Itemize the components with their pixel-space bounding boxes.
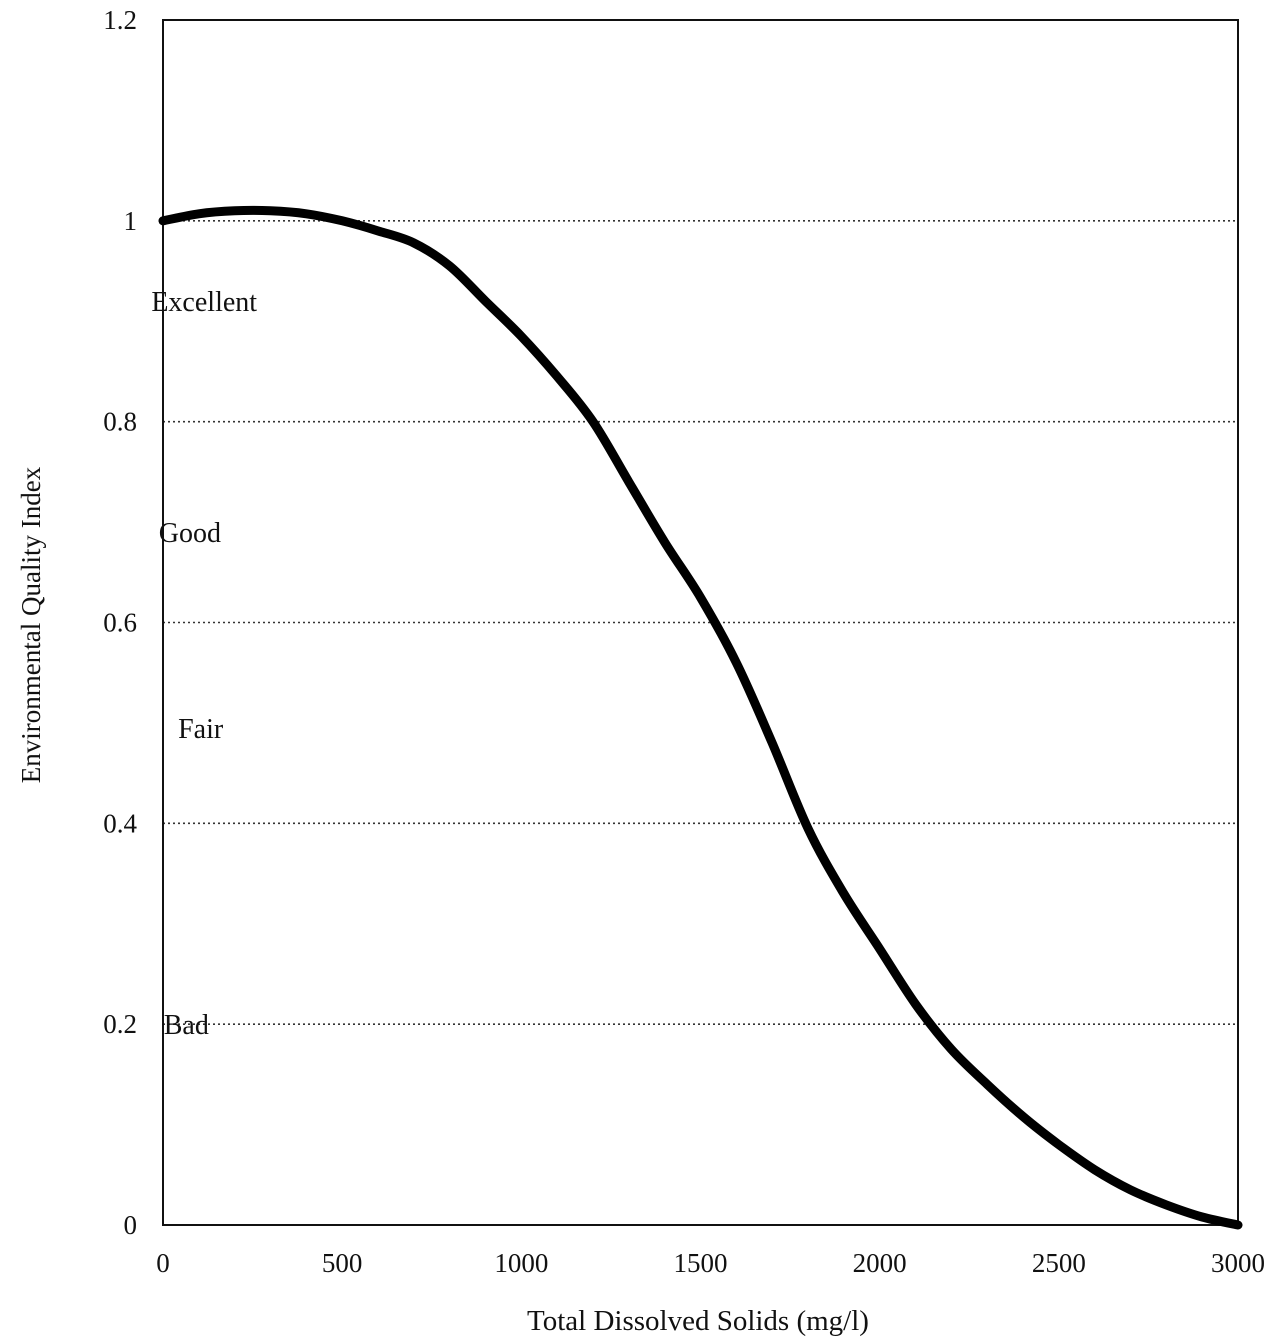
y-tick-labels: 0 0.2 0.4 0.6 0.8 1 1.2 xyxy=(103,5,137,1240)
annotations: Excellent Good Fair Bad xyxy=(151,287,257,1041)
annotation-fair: Fair xyxy=(178,714,224,745)
annotation-excellent: Excellent xyxy=(151,287,257,318)
x-tick-label: 500 xyxy=(322,1248,363,1278)
y-tick-label: 0.8 xyxy=(103,407,137,437)
annotation-bad: Bad xyxy=(164,1010,209,1041)
annotation-good: Good xyxy=(159,518,221,549)
plot-frame xyxy=(162,19,1239,1226)
x-tick-labels: 0 500 1000 1500 2000 2500 3000 xyxy=(156,1248,1265,1278)
y-tick-label: 0.2 xyxy=(103,1009,137,1039)
y-tick-label: 1 xyxy=(124,206,138,236)
x-tick-label: 1500 xyxy=(674,1248,728,1278)
x-tick-label: 3000 xyxy=(1211,1248,1265,1278)
gridlines xyxy=(163,220,1238,1025)
series-line-0 xyxy=(158,205,1243,1230)
x-tick-label: 2000 xyxy=(853,1248,907,1278)
y-tick-label: 1.2 xyxy=(103,5,137,35)
y-axis-label: Environmental Quality Index xyxy=(16,466,46,783)
x-tick-label: 1000 xyxy=(494,1248,548,1278)
y-tick-label: 0.6 xyxy=(103,608,137,638)
y-tick-label: 0.4 xyxy=(103,808,137,838)
x-axis-label: Total Dissolved Solids (mg/l) xyxy=(527,1305,869,1337)
x-tick-label: 2500 xyxy=(1032,1248,1086,1278)
x-tick-label: 0 xyxy=(156,1248,170,1278)
series-group xyxy=(158,205,1243,1230)
y-tick-label: 0 xyxy=(124,1210,138,1240)
